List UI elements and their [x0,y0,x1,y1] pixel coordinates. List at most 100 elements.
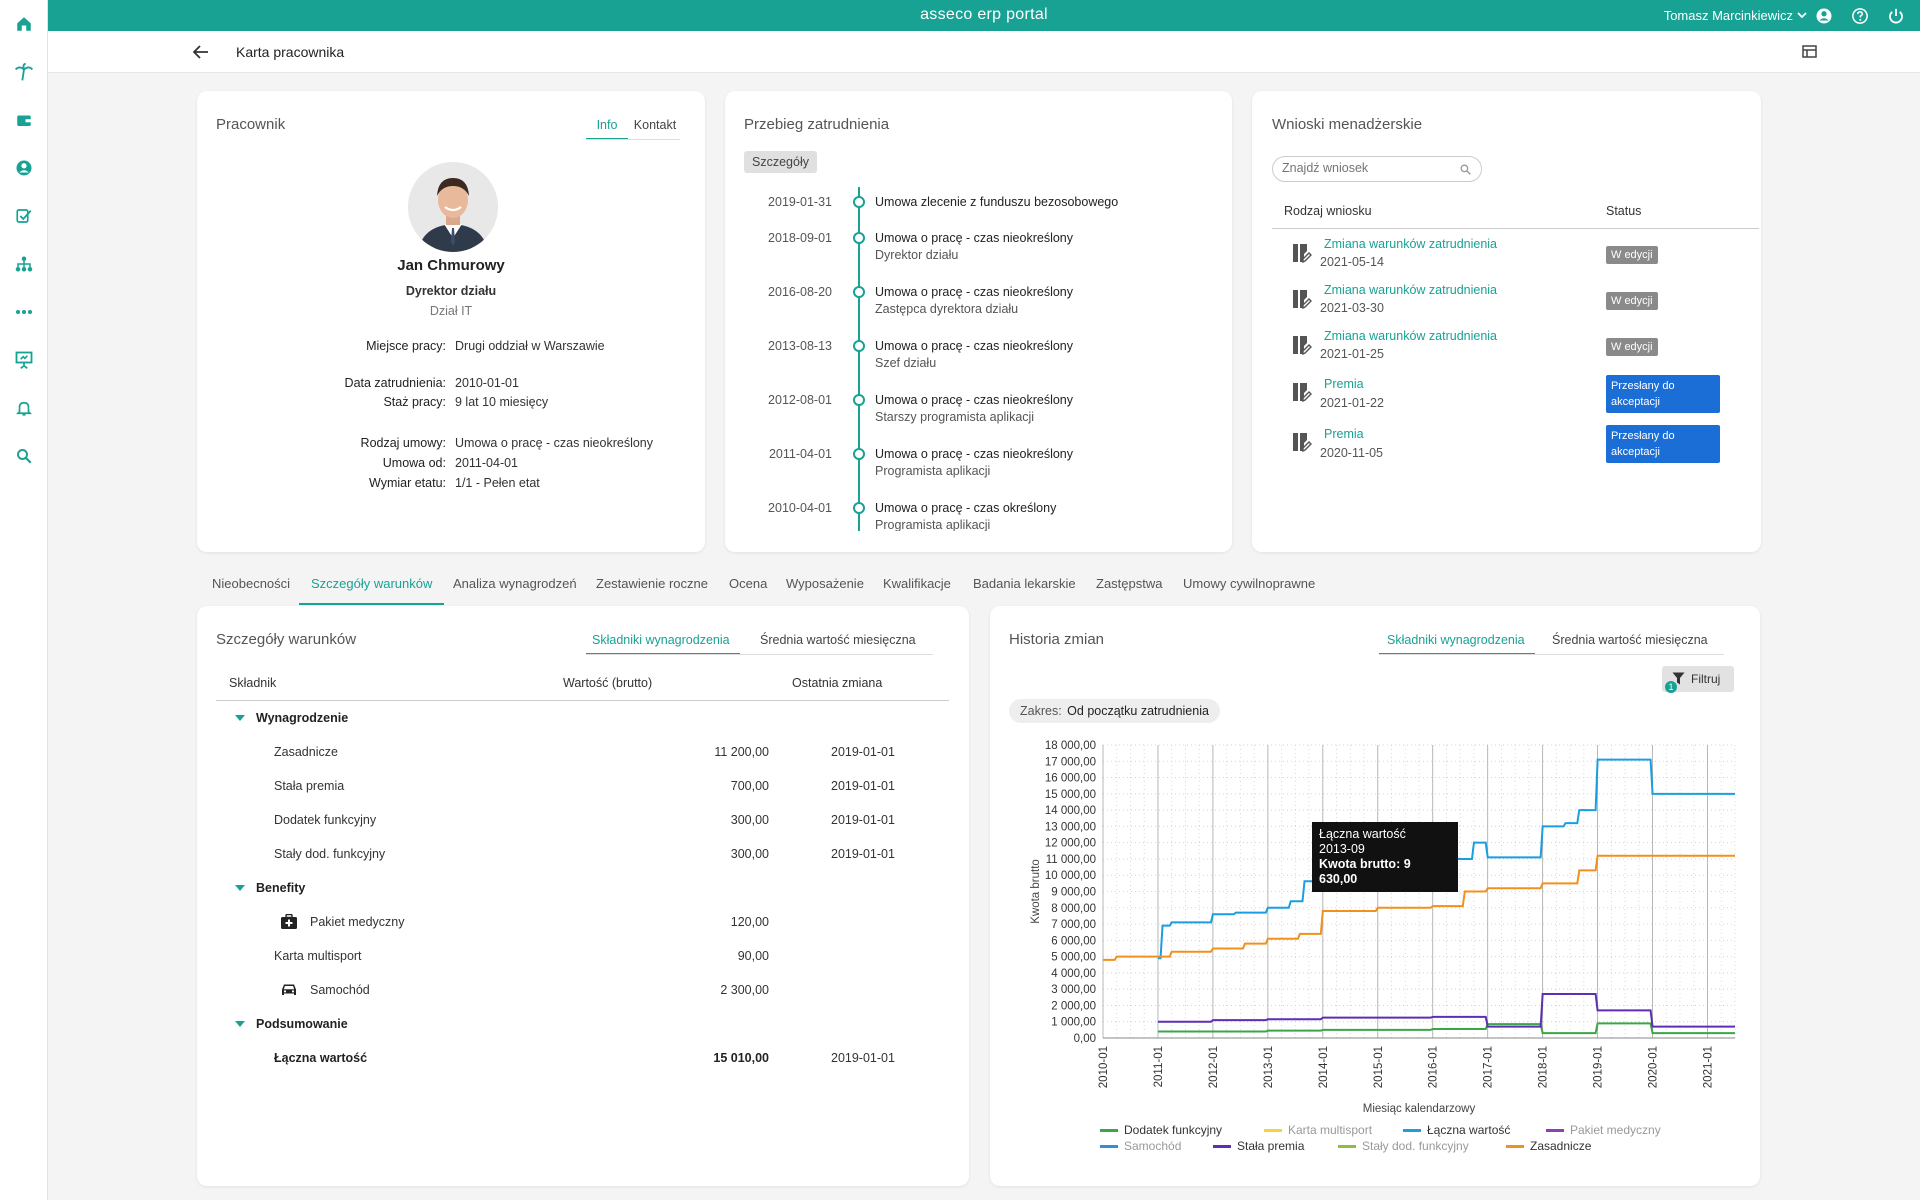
range-label: Zakres: [1020,704,1062,718]
legend-item[interactable]: Stały dod. funkcyjny [1338,1139,1469,1153]
request-type-link[interactable]: Zmiana warunków zatrudnienia [1324,283,1498,297]
more-icon[interactable] [14,302,34,322]
tab-salary-components[interactable]: Składniki wynagrodzenia [586,633,740,655]
tab-qualifications[interactable]: Kwalifikacje [883,576,951,591]
request-item[interactable]: Premia 2021-01-22 Przesłany do akceptacj… [1252,369,1761,419]
legend-item[interactable]: Dodatek funkcyjny [1100,1123,1222,1137]
x-tick-label: 2016-01 [1428,1046,1440,1088]
component-name: Pakiet medyczny [310,915,405,929]
employee-position: Dyrektor działu [405,284,497,298]
field-label: Wymiar etatu: [369,476,446,490]
page-title: Karta pracownika [236,44,345,60]
tab-substitutions[interactable]: Zastępstwa [1096,576,1163,591]
column-header: Składnik [229,676,277,690]
field-value: 9 lat 10 miesięcy [455,395,549,409]
timeline-role: Dyrektor działu [875,248,959,262]
legend-swatch [1506,1144,1524,1148]
tab-info[interactable]: Info [586,118,628,140]
chevron-down-icon[interactable] [1796,9,1808,21]
context-panel-icon[interactable] [1802,45,1817,58]
collapse-caret-icon[interactable] [235,1021,245,1027]
legend-item[interactable]: Pakiet medyczny [1546,1123,1661,1137]
request-type-link[interactable]: Premia [1324,377,1364,391]
account-icon[interactable] [1815,7,1833,25]
series-line[interactable] [1157,993,1735,1028]
org-chart-icon[interactable] [14,254,34,274]
status-badge: W edycji [1606,246,1658,264]
tab-equipment[interactable]: Wyposażenie [786,576,864,591]
series-line[interactable] [1103,854,1735,961]
request-item[interactable]: Premia 2020-11-05 Przesłany do akceptacj… [1252,419,1761,469]
status-badge: W edycji [1606,292,1658,310]
x-tick-label: 2011-01 [1153,1046,1165,1087]
tab-kontakt[interactable]: Kontakt [633,118,677,132]
tab-monthly-average[interactable]: Średnia wartość miesięczna [1552,633,1708,647]
tab-conditions[interactable]: Szczegóły warunków [299,576,445,605]
component-date: 2019-01-01 [831,813,895,827]
request-type-link[interactable]: Premia [1324,427,1364,441]
power-icon[interactable] [1887,7,1905,25]
legend-swatch [1546,1128,1564,1132]
component-value: 11 200,00 [714,745,769,759]
chart-tooltip: Łączna wartość 2013-09 Kwota brutto: 9 6… [1312,822,1458,892]
tab-salary-components[interactable]: Składniki wynagrodzenia [1379,633,1535,655]
search-icon[interactable] [1459,163,1472,176]
component-name: Stała premia [274,779,345,793]
home-icon[interactable] [14,14,34,34]
legend-item[interactable]: Stała premia [1213,1139,1304,1153]
request-type-link[interactable]: Zmiana warunków zatrudnienia [1324,329,1498,343]
tab-annual-summary[interactable]: Zestawienie roczne [596,576,708,591]
request-type-link[interactable]: Zmiana warunków zatrudnienia [1324,237,1498,251]
timeline-date: 2018-09-01 [768,231,832,245]
top-bar: asseco erp portal Tomasz Marcinkiewicz [48,0,1920,31]
timeline-dot [853,502,865,514]
bell-icon[interactable] [14,398,34,418]
tab-civil-contracts[interactable]: Umowy cywilnoprawne [1183,576,1316,591]
collapse-caret-icon[interactable] [235,715,245,721]
collapse-caret-icon[interactable] [235,885,245,891]
group-title: Benefity [256,881,306,895]
tab-evaluation[interactable]: Ocena [729,576,768,591]
request-item[interactable]: Zmiana warunków zatrudnienia 2021-03-30 … [1252,277,1761,323]
tab-salary-analysis[interactable]: Analiza wynagrodzeń [453,576,577,591]
group-title: Wynagrodzenie [256,711,349,725]
legend-item[interactable]: Zasadnicze [1506,1139,1591,1153]
back-arrow-icon[interactable] [193,45,209,59]
legend-item[interactable]: Łączna wartość [1403,1123,1510,1137]
timeline-date: 2016-08-20 [768,285,832,299]
legend-swatch [1338,1144,1356,1148]
search-icon[interactable] [14,446,34,466]
range-chip[interactable]: Zakres: Od początku zatrudnienia [1009,699,1220,723]
timeline-role: Zastępca dyrektora działu [875,302,1019,316]
person-icon[interactable] [14,158,34,178]
legend-item[interactable]: Karta multisport [1264,1123,1372,1137]
y-axis-label: Kwota brutto [1030,859,1042,924]
y-tick-label: 10 000,00 [1045,870,1096,882]
request-item[interactable]: Zmiana warunków zatrudnienia 2021-01-25 … [1252,323,1761,369]
field-value: Drugi oddział w Warszawie [455,339,605,353]
presentation-icon[interactable] [14,350,34,370]
x-axis-label: Miesiąc kalendarzowy [1363,1103,1476,1115]
details-button[interactable]: Szczegóły [744,151,817,173]
legend-item[interactable]: Samochód [1100,1139,1181,1153]
filter-button[interactable]: Filtruj 1 [1662,666,1734,693]
edit-document-icon [1293,433,1312,453]
tasks-icon[interactable] [14,206,34,226]
timeline-contract: Umowa o pracę - czas nieokreślony [875,231,1073,245]
tab-absences[interactable]: Nieobecności [212,576,291,591]
help-icon[interactable] [1851,7,1869,25]
tooltip-series: Łączna wartość [1319,827,1406,841]
tab-monthly-average[interactable]: Średnia wartość miesięczna [760,633,916,647]
y-tick-label: 4 000,00 [1051,968,1096,980]
x-tick-label: 2019-01 [1593,1046,1605,1088]
wallet-icon[interactable] [14,110,34,130]
y-tick-label: 15 000,00 [1045,789,1096,801]
request-search-input[interactable] [1282,161,1452,175]
request-item[interactable]: Zmiana warunków zatrudnienia 2021-05-14 … [1252,231,1761,281]
field-label: Staż pracy: [383,395,446,409]
tab-medical-exams[interactable]: Badania lekarskie [973,576,1076,591]
component-date: 2019-01-01 [831,745,895,759]
user-name[interactable]: Tomasz Marcinkiewicz [1663,8,1793,23]
palm-tree-icon[interactable] [14,62,34,82]
brand-title: asseco erp portal [920,6,1048,23]
